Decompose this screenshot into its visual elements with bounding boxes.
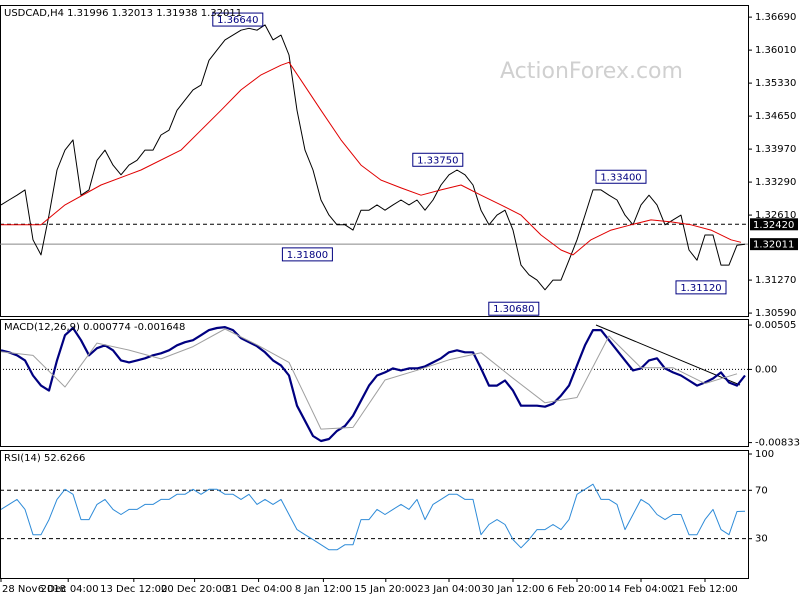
panel [0, 319, 749, 447]
x-tick-label: 23 Jan 04:00 [417, 584, 480, 595]
y-tick-label: 0.00 [755, 364, 777, 375]
y-tick-label: 1.34650 [755, 111, 796, 122]
annotation-box [675, 280, 727, 295]
y-tick-label: 1.36690 [755, 12, 796, 23]
annotation-label: 1.33400 [600, 172, 641, 183]
y-tick-label: 100 [755, 449, 774, 460]
x-tick-label: 28 Nov 2018 [2, 584, 66, 595]
x-tick-label: 13 Dec 12:00 [100, 584, 167, 595]
trend-line [595, 324, 741, 386]
x-tick-label: 6 Dec 04:00 [38, 584, 99, 595]
y-tick-label: 0.00505 [755, 320, 796, 331]
annotation-label: 1.31120 [680, 283, 721, 294]
annotation-box [212, 12, 264, 27]
y-tick-label: -0.008332 [755, 438, 800, 449]
panel [0, 5, 749, 317]
series-line [0, 328, 738, 430]
y-tick-label: 1.32610 [755, 210, 796, 221]
y-tick-label: 70 [755, 485, 768, 496]
series-line [0, 24, 746, 291]
x-tick-label: 31 Dec 04:00 [225, 584, 292, 595]
annotation-box [488, 301, 540, 316]
x-tick-label: 6 Feb 20:00 [547, 584, 606, 595]
y-tick-label: 1.31270 [755, 275, 796, 286]
panel [0, 450, 749, 579]
panel-label: USDCAD,H4 1.31996 1.32013 1.31938 1.3201… [4, 8, 242, 19]
annotation-label: 1.31800 [287, 250, 328, 261]
x-tick-label: 20 Dec 20:00 [161, 584, 228, 595]
y-tick-label: 1.33970 [755, 144, 796, 155]
annotation-label: 1.33750 [417, 155, 458, 166]
annotation-box [281, 247, 333, 262]
y-tick-label: 1.36010 [755, 45, 796, 56]
panel-label: MACD(12,26,9) 0.000774 -0.001648 [4, 322, 185, 333]
series-line [0, 483, 746, 551]
x-tick-label: 30 Jan 12:00 [481, 584, 544, 595]
level-box [750, 238, 798, 251]
annotation-label: 1.30680 [493, 304, 534, 315]
x-tick-label: 21 Feb 12:00 [672, 584, 738, 595]
annotation-box [595, 169, 647, 184]
level-box [750, 218, 798, 231]
watermark: ActionForex.com [500, 59, 683, 84]
x-tick-label: 8 Jan 12:00 [295, 584, 352, 595]
y-tick-label: 30 [755, 534, 768, 545]
y-tick-label: 1.35330 [755, 78, 796, 89]
annotation-label: 1.36640 [217, 15, 258, 26]
x-tick-label: 15 Jan 20:00 [354, 584, 417, 595]
series-line [0, 326, 746, 443]
y-tick-label: 1.33290 [755, 177, 796, 188]
level-label: 1.32011 [753, 240, 794, 251]
level-label: 1.32420 [753, 220, 794, 231]
series-line [1, 61, 742, 256]
x-tick-label: 14 Feb 04:00 [608, 584, 674, 595]
panel-label: RSI(14) 52.6266 [4, 453, 85, 464]
annotation-box [412, 152, 464, 167]
y-tick-label: 1.30590 [755, 308, 796, 319]
